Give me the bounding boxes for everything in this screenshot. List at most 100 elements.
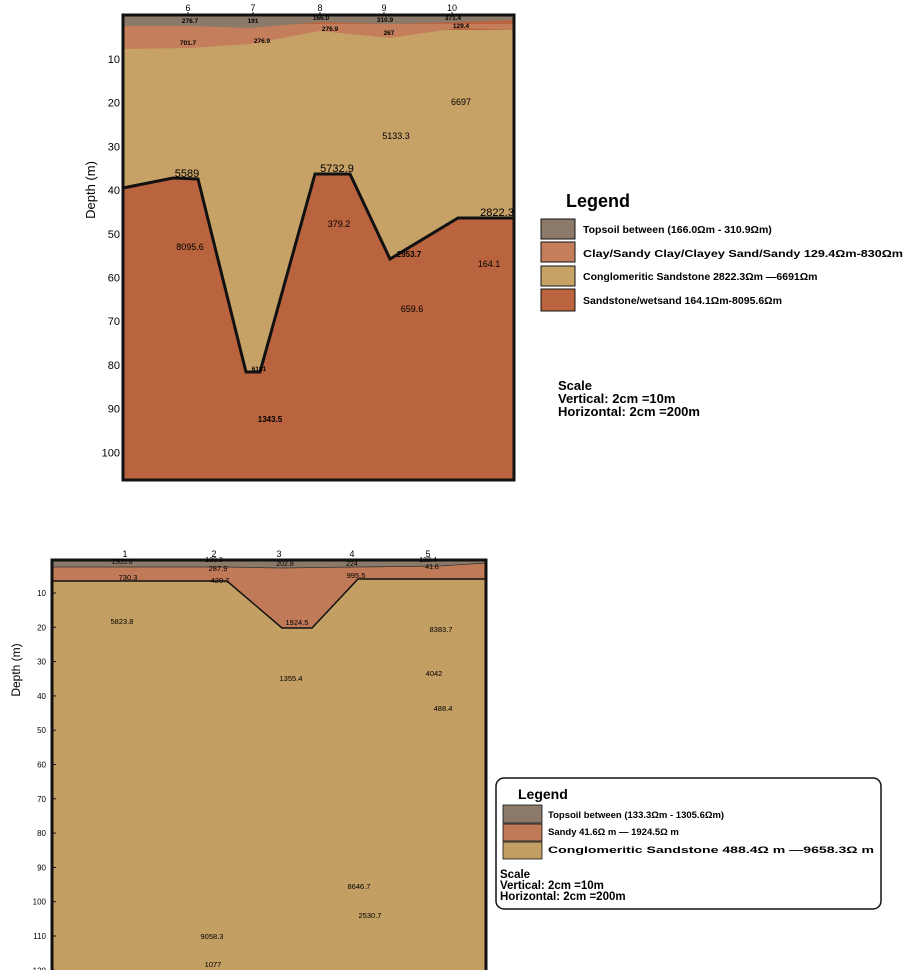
legend-item: Topsoil between (166.0Ωm - 310.9Ωm) — [583, 224, 772, 236]
ves-point-label: 5 — [425, 549, 430, 559]
value-label: 310.9 — [377, 17, 394, 24]
value-label: 488.4 — [434, 704, 453, 713]
value-label: 1343.5 — [258, 415, 283, 424]
y-tick-label: 40 — [108, 185, 120, 197]
legend-swatch-sandstone — [540, 288, 576, 312]
legend-title: Legend — [566, 191, 630, 211]
section-bottom: Depth (m) 10 20 30 40 50 60 70 80 90 100 110 120 1 2… — [9, 549, 882, 970]
y-tick-labels: 10 20 30 40 50 60 70 80 90 100 110 120 — [33, 589, 56, 970]
scale-title: Scale — [558, 378, 592, 393]
y-tick-label: 110 — [33, 932, 46, 941]
legend-swatch-conglomerate — [502, 841, 543, 860]
value-label: 287.9 — [209, 564, 228, 573]
legend-swatch-conglomerate — [540, 265, 576, 287]
layer-sandy — [52, 560, 486, 628]
ves-point-label: 9 — [381, 3, 386, 13]
interface-line — [122, 172, 514, 374]
section-top: Depth (m) 10 20 30 40 50 60 70 80 90 100 6 7 8 9 10 2… — [83, 3, 903, 482]
y-tick-label: 60 — [37, 761, 46, 770]
value-label: 6181 — [252, 366, 267, 373]
scale-top: Scale Vertical: 2cm =10m Horizontal: 2cm… — [558, 378, 700, 419]
value-label: 166.0 — [313, 15, 330, 22]
ves-point-label: 2 — [211, 549, 216, 559]
value-label: 276.7 — [182, 18, 199, 25]
y-tick-label: 80 — [37, 829, 46, 838]
y-tick-label: 10 — [108, 54, 120, 66]
value-label: 1305.6 — [111, 559, 133, 566]
legend-swatch-topsoil — [502, 804, 543, 824]
y-tick-label: 50 — [37, 726, 46, 735]
legend-title: Legend — [518, 786, 568, 802]
ves-point-labels: 6 7 8 9 10 — [185, 3, 457, 16]
ves-point-label: 7 — [250, 3, 255, 13]
legend-item: Conglomeritic Sandstone 488.4Ω m —9658.3… — [548, 845, 874, 856]
y-tick-label: 100 — [102, 447, 120, 459]
ves-point-label: 6 — [185, 3, 190, 13]
ves-point-labels: 1 2 3 4 5 — [122, 549, 430, 559]
value-label: 1355.4 — [280, 674, 303, 683]
value-label: 1077 — [205, 960, 222, 969]
depth-axis-label: Depth (m) — [9, 643, 23, 696]
value-label: 41.6 — [425, 564, 439, 571]
value-label: 2822.3 — [480, 207, 514, 219]
y-tick-label: 120 — [33, 966, 47, 970]
y-tick-label: 80 — [108, 360, 120, 372]
value-label: 5133.3 — [382, 131, 410, 141]
section-frame — [50, 558, 488, 970]
value-label: 8383.7 — [430, 625, 453, 634]
legend-item: Conglomeritic Sandstone 2822.3Ωm —6691Ωm — [583, 271, 818, 283]
value-label: 8095.6 — [176, 242, 204, 252]
y-tick-label: 70 — [108, 316, 120, 328]
ves-point-label: 8 — [317, 3, 322, 13]
value-label: 420.7 — [211, 576, 230, 585]
y-tick-label: 100 — [33, 898, 47, 907]
scale-horizontal: Horizontal: 2cm =200m — [558, 404, 700, 419]
topsoil-line — [52, 562, 487, 569]
value-label: 371.4 — [445, 15, 462, 22]
value-label: 202.8 — [276, 561, 294, 568]
y-tick-labels: 10 20 30 40 50 60 70 80 90 100 — [102, 54, 120, 459]
scale-title: Scale — [500, 869, 530, 881]
value-label: 6697 — [451, 97, 471, 107]
legend-swatch-sandy — [502, 823, 543, 842]
value-label: 133.4 — [419, 557, 437, 564]
value-label: 164.1 — [478, 259, 501, 269]
value-label: 4042 — [426, 669, 443, 678]
ves-point-label: 1 — [122, 549, 127, 559]
interface-line — [52, 578, 486, 629]
depth-axis-label: Depth (m) — [83, 161, 98, 219]
legend-top: Legend Topsoil between (166.0Ωm - 310.9Ω… — [540, 191, 903, 312]
value-label: 659.6 — [401, 304, 424, 314]
scale-vertical: Vertical: 2cm =10m — [558, 391, 675, 406]
layer-conglomerate — [123, 30, 514, 372]
value-label: 129.4 — [453, 23, 470, 30]
y-tick-label: 30 — [108, 141, 120, 153]
value-label: 995.5 — [347, 571, 366, 580]
scale-vertical: Vertical: 2cm =10m — [500, 880, 604, 892]
legend-item: Topsoil between (133.3Ωm - 1305.6Ωm) — [548, 810, 724, 821]
section-frame — [121, 13, 516, 482]
value-label: 191 — [248, 18, 259, 25]
legend-swatch-topsoil — [540, 218, 576, 240]
legend-item: Sandstone/wetsand 164.1Ωm-8095.6Ωm — [583, 295, 782, 307]
value-label: 5732.9 — [320, 163, 354, 175]
y-tick-label: 10 — [37, 589, 46, 598]
ves-point-label: 10 — [447, 3, 457, 13]
legend-item: Sandy 41.6Ω m — 1924.5Ω m — [548, 827, 679, 838]
legend-item: Clay/Sandy Clay/Clayey Sand/Sandy 129.4Ω… — [583, 248, 903, 260]
legend-bottom: Legend Topsoil between (133.3Ωm - 1305.6… — [495, 777, 882, 910]
legend-swatch-clay — [540, 241, 576, 263]
scale-horizontal: Horizontal: 2cm =200m — [500, 891, 626, 903]
y-tick-label: 90 — [108, 404, 120, 416]
value-label: 133.3 — [205, 557, 223, 564]
y-tick-label: 60 — [108, 273, 120, 285]
value-label: 224 — [346, 561, 358, 568]
value-label: 8646.7 — [348, 882, 371, 891]
value-label: 2530.7 — [359, 911, 382, 920]
y-tick-label: 50 — [108, 229, 120, 241]
value-label: 5589 — [175, 168, 199, 180]
y-tick-label: 90 — [37, 863, 46, 872]
value-label: 9058.3 — [201, 932, 224, 941]
y-tick-label: 20 — [37, 623, 46, 632]
